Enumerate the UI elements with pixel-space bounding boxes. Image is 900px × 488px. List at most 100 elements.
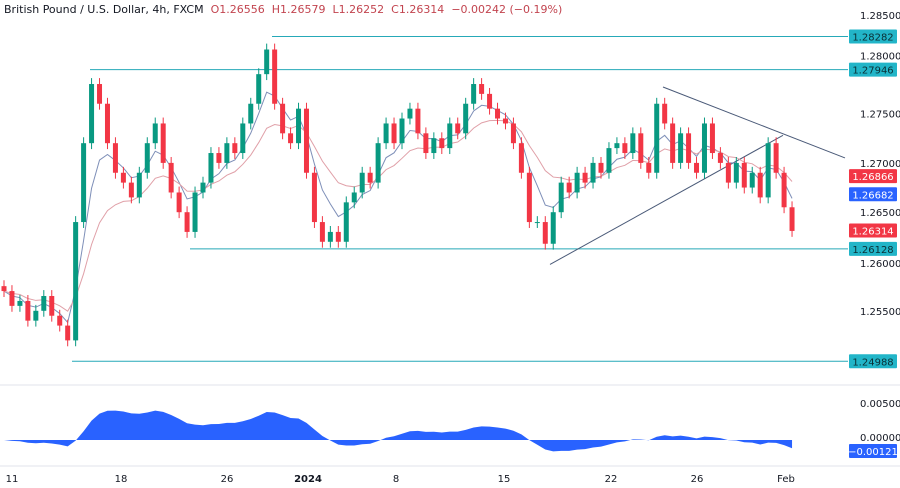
level-price-label: 1.26128 bbox=[852, 245, 893, 256]
candle-body bbox=[542, 222, 548, 244]
level-price-label: 1.28282 bbox=[852, 32, 893, 43]
x-tick-label: 22 bbox=[605, 474, 618, 485]
candle-body bbox=[733, 162, 739, 183]
candle-body bbox=[495, 108, 501, 119]
candle-body bbox=[701, 123, 707, 173]
candle-body bbox=[232, 143, 238, 154]
candle-body bbox=[765, 143, 771, 198]
candle-body bbox=[208, 153, 214, 183]
candle-body bbox=[351, 192, 357, 203]
osc-tick-label: 0.00000 bbox=[860, 433, 900, 444]
candle-body bbox=[152, 123, 158, 144]
ohlc-open: O1.26556 bbox=[210, 3, 265, 16]
candle-body bbox=[359, 172, 365, 193]
candle-body bbox=[311, 172, 317, 223]
candle-body bbox=[280, 103, 286, 134]
price-label-bg bbox=[849, 223, 897, 238]
level-price-label: 1.27946 bbox=[852, 66, 893, 77]
price-label-bg bbox=[849, 187, 897, 202]
level-price-label-bg bbox=[849, 62, 897, 77]
ohlc-close: C1.26314 bbox=[391, 3, 445, 16]
candle-body bbox=[558, 182, 564, 213]
candle-body bbox=[582, 172, 588, 183]
candle-body bbox=[375, 143, 381, 183]
candle-body bbox=[256, 74, 262, 104]
level-price-label-bg bbox=[849, 354, 897, 369]
y-tick-label: 1.28500 bbox=[860, 11, 900, 22]
candle-body bbox=[757, 172, 763, 198]
chart-header: British Pound / U.S. Dollar, 4h, FXCM O1… bbox=[4, 3, 562, 16]
candle-body bbox=[662, 103, 668, 124]
candle-body bbox=[176, 192, 182, 213]
candle-body bbox=[41, 296, 47, 311]
price-label: 1.26682 bbox=[852, 190, 893, 201]
candle-body bbox=[789, 207, 795, 231]
osc-value-label: −0.00121 bbox=[848, 447, 898, 458]
x-tick-label: 15 bbox=[498, 474, 511, 485]
candle-body bbox=[144, 143, 150, 173]
candle-body bbox=[630, 133, 636, 154]
candle-body bbox=[303, 108, 309, 173]
candle-body bbox=[168, 162, 174, 193]
candle-body bbox=[319, 222, 325, 242]
candle-body bbox=[654, 103, 660, 173]
symbol-title: British Pound / U.S. Dollar, 4h, FXCM bbox=[4, 3, 204, 16]
fast-moving-average bbox=[3, 91, 793, 324]
candle-body bbox=[622, 143, 628, 154]
y-tick-label: 1.26500 bbox=[860, 208, 900, 219]
candle-body bbox=[343, 202, 349, 242]
candle-body bbox=[49, 296, 55, 316]
candle-body bbox=[694, 162, 700, 173]
candle-body bbox=[112, 143, 118, 173]
candle-body bbox=[463, 103, 469, 134]
price-label: 1.26314 bbox=[852, 227, 893, 238]
candle-body bbox=[17, 300, 23, 306]
candle-body bbox=[510, 123, 516, 144]
candle-body bbox=[717, 153, 723, 163]
candle-body bbox=[391, 123, 397, 144]
candle-body bbox=[614, 143, 620, 149]
descending-trendline bbox=[662, 86, 846, 159]
candle-body bbox=[240, 123, 246, 154]
candle-body bbox=[526, 172, 532, 223]
x-tick-label: 11 bbox=[6, 474, 19, 485]
x-tick-label: 8 bbox=[393, 474, 399, 485]
candle-body bbox=[136, 172, 142, 198]
candle-body bbox=[264, 49, 270, 75]
candle-body bbox=[192, 192, 198, 232]
candle-body bbox=[57, 315, 63, 326]
ohlc-change: −0.00242 (−0.19%) bbox=[451, 3, 563, 16]
candle-body bbox=[407, 108, 413, 119]
candle-body bbox=[646, 162, 652, 173]
osc-tick-label: 0.00500 bbox=[860, 399, 900, 410]
y-tick-label: 1.25500 bbox=[860, 307, 900, 318]
candle-body bbox=[216, 153, 222, 163]
oscillator-area bbox=[0, 410, 793, 452]
candle-body bbox=[749, 172, 755, 188]
y-tick-label: 1.27000 bbox=[860, 159, 900, 170]
candle-body bbox=[415, 108, 421, 134]
candle-body bbox=[335, 231, 341, 242]
level-price-label: 1.24988 bbox=[852, 357, 893, 368]
price-label-bg bbox=[849, 169, 897, 184]
candle-body bbox=[518, 143, 524, 173]
candle-body bbox=[65, 325, 71, 341]
candle-body bbox=[248, 103, 254, 124]
candle-body bbox=[9, 291, 15, 306]
candle-body bbox=[781, 172, 787, 208]
candle-body bbox=[686, 133, 692, 163]
candle-body bbox=[638, 133, 644, 163]
candle-body bbox=[73, 222, 79, 341]
candle-body bbox=[128, 182, 134, 198]
osc-value-label-bg bbox=[849, 444, 897, 458]
y-tick-label: 1.28000 bbox=[860, 52, 900, 63]
candle-body bbox=[678, 133, 684, 163]
candle-body bbox=[431, 138, 437, 154]
candle-body bbox=[709, 123, 715, 154]
candle-body bbox=[550, 212, 556, 244]
candle-body bbox=[670, 123, 676, 163]
candle-body bbox=[598, 162, 604, 173]
candle-body bbox=[288, 133, 294, 144]
